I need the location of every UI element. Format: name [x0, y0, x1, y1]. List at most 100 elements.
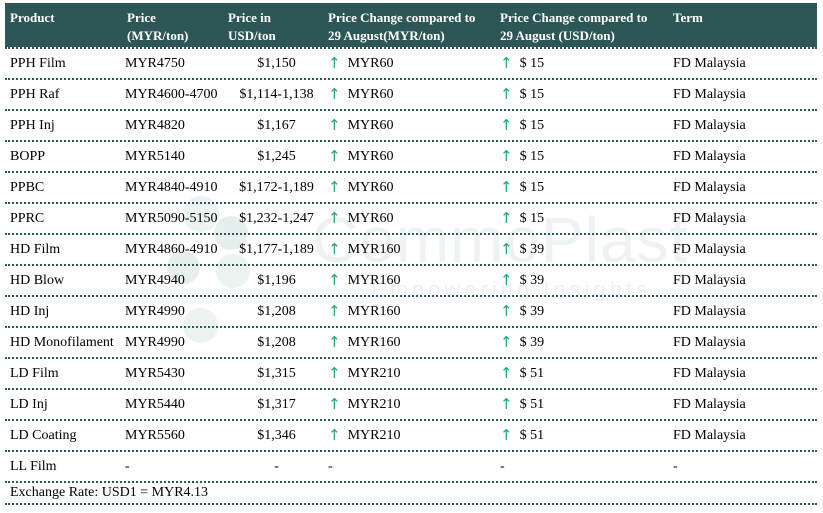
price-usd-cell: $1,172-1,189: [223, 180, 318, 196]
term-cell: FD Malaysia: [666, 242, 817, 258]
up-arrow-icon: ↑: [328, 395, 341, 413]
change-usd-cell: ↑ $ 15: [495, 149, 666, 165]
term-value: FD Malaysia: [673, 86, 746, 102]
table-row: LD Coating MYR5560 $1,346 ↑ MYR210 ↑ $ 51 …: [5, 421, 817, 452]
table-row: HD Inj MYR4990 $1,208 ↑ MYR160 ↑ $ 39 FD M…: [5, 297, 817, 328]
change-usd-cell: ↑ $ 15: [495, 56, 666, 72]
column-header-term: Term: [673, 10, 703, 25]
price-myr-value: MYR5430: [125, 365, 185, 381]
product-cell: PPH Raf: [5, 87, 122, 103]
term-value: FD Malaysia: [673, 427, 746, 443]
up-arrow-icon: ↑: [328, 178, 341, 196]
up-arrow-icon: ↑: [328, 426, 341, 444]
up-arrow-icon: ↑: [328, 147, 341, 165]
change-myr-cell: ↑ MYR160: [318, 273, 495, 289]
term-value: FD Malaysia: [673, 396, 746, 412]
price-myr-cell: MYR5430: [122, 366, 223, 382]
up-arrow-icon: ↑: [328, 209, 341, 227]
column-header-change-myr: Price Change compared to 29 August(MYR/t…: [328, 10, 476, 43]
change-usd-value: $ 15: [519, 179, 545, 195]
price-usd-cell: $1,196: [223, 273, 318, 289]
price-usd-cell: $1,317: [223, 397, 318, 413]
up-arrow-icon: ↑: [500, 147, 513, 165]
up-arrow-icon: ↑: [500, 116, 513, 134]
change-usd-value: $ 15: [519, 55, 545, 71]
price-myr-value: MYR4990: [125, 303, 185, 319]
price-usd-cell: $1,114-1,138: [223, 87, 318, 103]
price-table: Product Price (MYR/ton) Price in USD/ton…: [5, 3, 817, 505]
product-name: HD Blow: [10, 272, 65, 288]
product-cell: LL Film: [5, 459, 122, 475]
change-usd-value: $ 15: [519, 210, 545, 226]
term-value: FD Malaysia: [673, 303, 746, 319]
price-usd-value: $1,167: [257, 117, 296, 133]
up-arrow-icon: ↑: [328, 302, 341, 320]
change-myr-value: MYR60: [347, 179, 394, 195]
change-usd-cell: ↑ $ 39: [495, 304, 666, 320]
change-myr-value: MYR60: [347, 86, 394, 102]
term-cell: FD Malaysia: [666, 87, 817, 103]
change-usd-cell: ↑ $ 51: [495, 428, 666, 444]
table-row: PPH Film MYR4750 $1,150 ↑ MYR60 ↑ $ 15 FD …: [5, 49, 817, 80]
term-cell: FD Malaysia: [666, 149, 817, 165]
product-cell: BOPP: [5, 149, 122, 165]
term-value: FD Malaysia: [673, 179, 746, 195]
product-cell: HD Monofilament: [5, 335, 122, 351]
price-usd-value: $1,208: [257, 334, 296, 350]
change-usd-cell: ↑ $ 15: [495, 180, 666, 196]
price-myr-value: MYR4990: [125, 334, 185, 350]
product-cell: PPH Inj: [5, 118, 122, 134]
change-myr-value: MYR60: [347, 117, 394, 133]
product-name: PPH Inj: [10, 117, 55, 133]
change-myr-value: MYR210: [347, 396, 401, 412]
price-usd-value: $1,245: [257, 148, 296, 164]
up-arrow-icon: ↑: [328, 240, 341, 258]
term-value: FD Malaysia: [673, 334, 746, 350]
product-cell: PPBC: [5, 180, 122, 196]
product-name: PPBC: [10, 179, 45, 195]
column-header-price-usd: Price in USD/ton: [228, 10, 276, 43]
price-myr-cell: MYR4840-4910: [122, 180, 223, 196]
price-usd-cell: $1,177-1,189: [223, 242, 318, 258]
table-row: PPRC MYR5090-5150 $1,232-1,247 ↑ MYR60 ↑ $…: [5, 204, 817, 235]
price-usd-cell: $1,167: [223, 118, 318, 134]
price-usd-value: -: [274, 458, 279, 474]
column-header-product: Product: [10, 10, 55, 25]
table-row: HD Film MYR4860-4910 $1,177-1,189 ↑ MYR16…: [5, 235, 817, 266]
price-usd-cell: $1,232-1,247: [223, 211, 318, 227]
change-myr-cell: ↑ MYR210: [318, 397, 495, 413]
change-usd-value: $ 39: [519, 334, 545, 350]
price-usd-cell: -: [223, 459, 318, 475]
term-cell: FD Malaysia: [666, 56, 817, 72]
up-arrow-icon: ↑: [500, 395, 513, 413]
change-myr-cell: ↑ MYR60: [318, 87, 495, 103]
product-cell: HD Blow: [5, 273, 122, 289]
product-name: LD Film: [10, 365, 59, 381]
product-name: PPH Film: [10, 55, 66, 71]
term-cell: FD Malaysia: [666, 397, 817, 413]
term-value: FD Malaysia: [673, 365, 746, 381]
term-cell: FD Malaysia: [666, 335, 817, 351]
up-arrow-icon: ↑: [500, 333, 513, 351]
table-body: PPH Film MYR4750 $1,150 ↑ MYR60 ↑ $ 15 FD …: [5, 47, 817, 483]
change-usd-cell: ↑ $ 39: [495, 242, 666, 258]
table-row: LD Film MYR5430 $1,315 ↑ MYR210 ↑ $ 51 FD …: [5, 359, 817, 390]
change-myr-value: MYR160: [347, 241, 401, 257]
change-myr-value: MYR210: [347, 365, 401, 381]
price-usd-value: $1,315: [257, 365, 296, 381]
price-usd-value: $1,177-1,189: [239, 241, 314, 257]
change-myr-value: MYR160: [347, 303, 401, 319]
price-usd-cell: $1,315: [223, 366, 318, 382]
product-cell: PPH Film: [5, 56, 122, 72]
change-usd-value: $ 51: [519, 365, 545, 381]
price-myr-value: MYR4600-4700: [125, 86, 218, 102]
term-cell: FD Malaysia: [666, 118, 817, 134]
product-name: LL Film: [10, 458, 57, 474]
change-usd-value: -: [500, 458, 505, 474]
change-usd-value: $ 15: [519, 117, 545, 133]
change-myr-cell: ↑ MYR60: [318, 211, 495, 227]
price-myr-cell: MYR4600-4700: [122, 87, 223, 103]
product-cell: LD Inj: [5, 397, 122, 413]
change-usd-value: $ 51: [519, 396, 545, 412]
change-myr-value: MYR60: [347, 210, 394, 226]
